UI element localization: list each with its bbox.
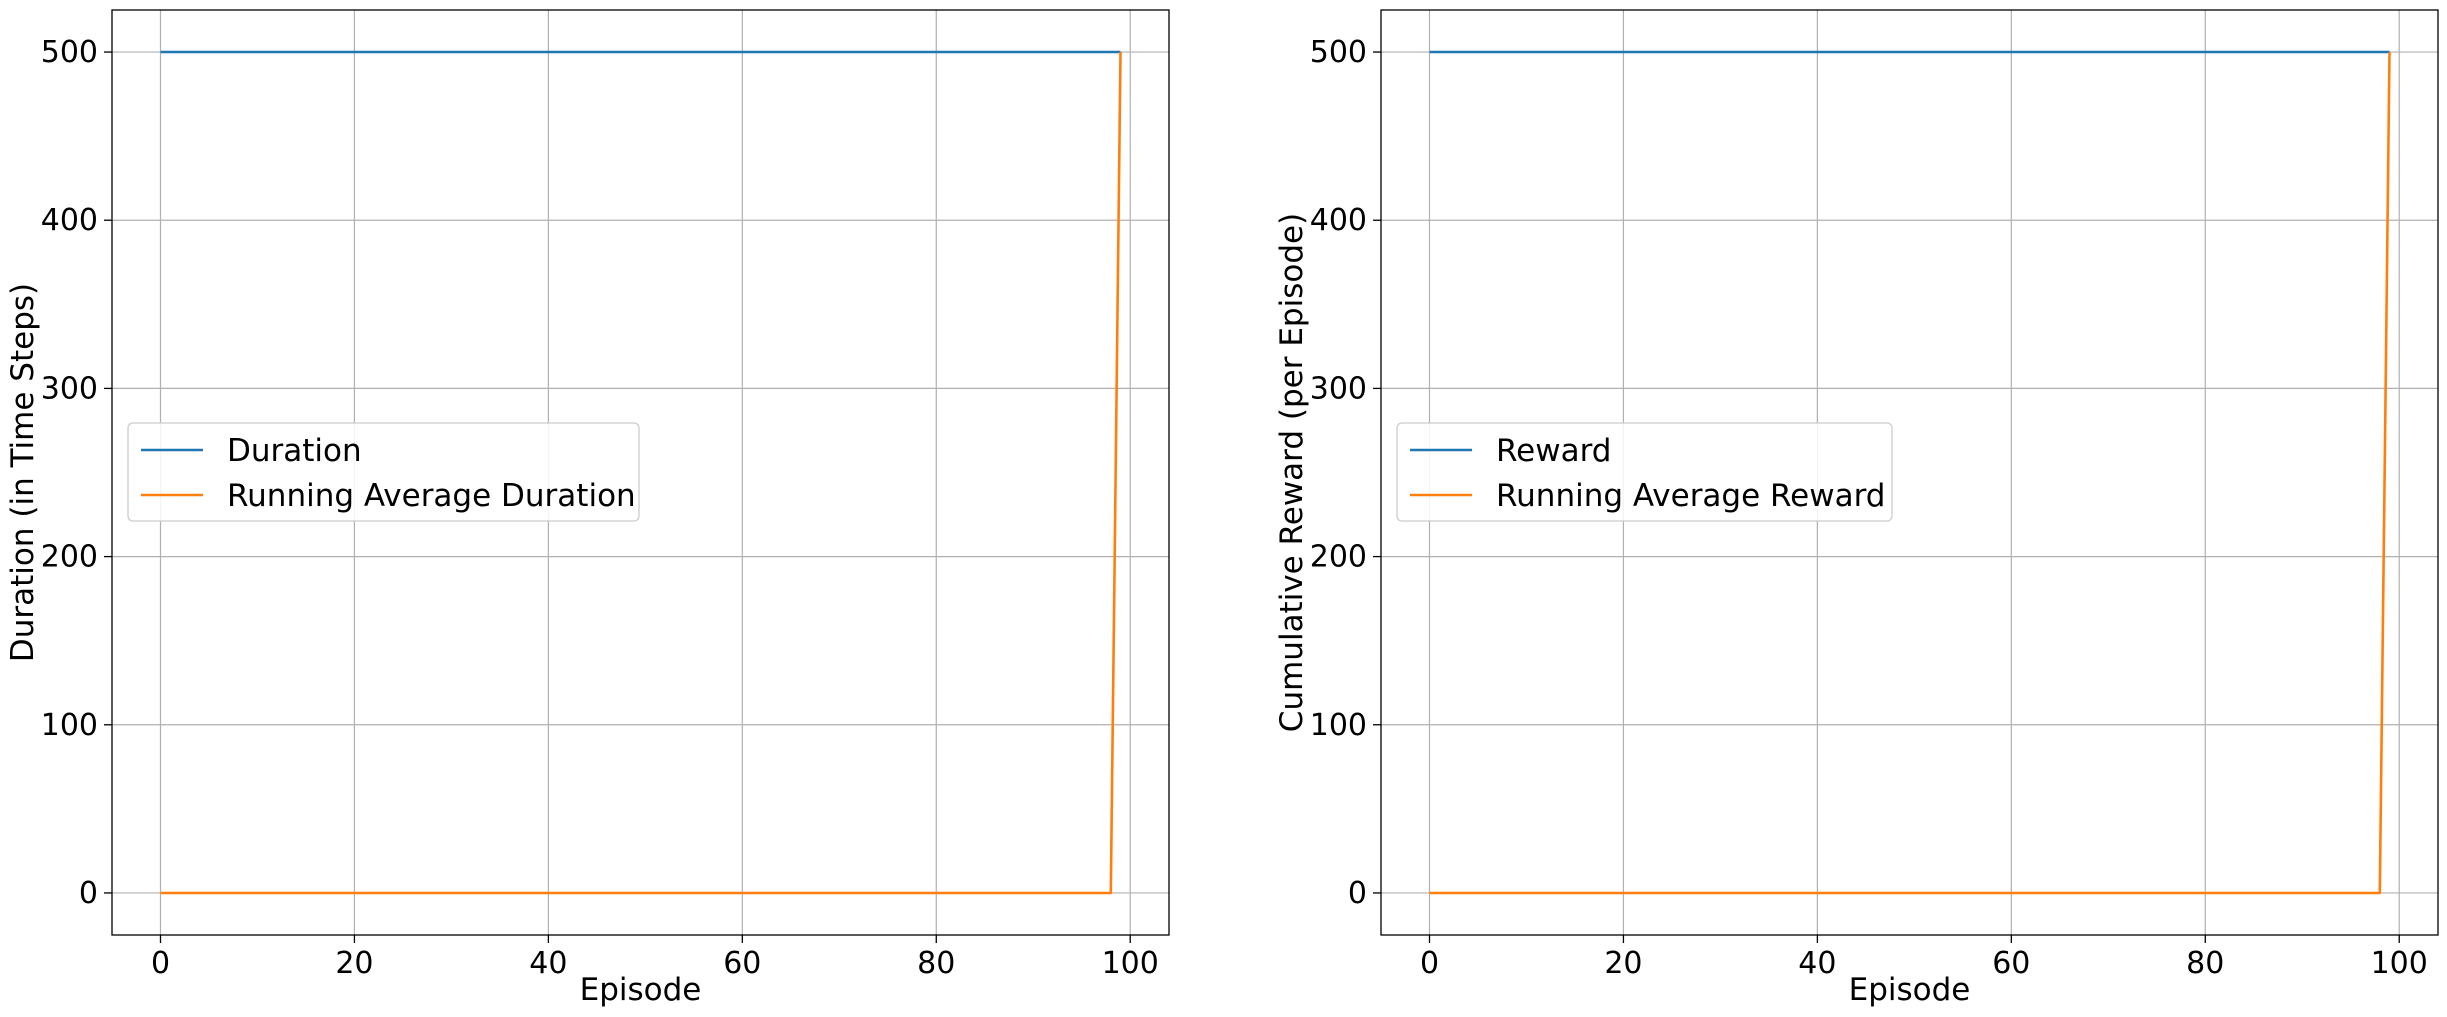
y-tick-label: 0 <box>79 876 98 911</box>
chart-panel-2: 0 20 40 60 80 100 0 100 200 300 400 500 Episode Cumul… <box>1274 9 2439 1008</box>
x-tick-label: 80 <box>2186 946 2224 981</box>
legend-box <box>127 422 640 522</box>
x-tick-label: 80 <box>917 946 955 981</box>
y-axis-title: Duration (in Time Steps) <box>5 283 41 662</box>
y-tick-label: 500 <box>41 35 98 70</box>
x-tick-label: 100 <box>1102 946 1159 981</box>
legend-label-2: Running Average Duration <box>227 478 636 514</box>
legend-box <box>1396 422 1893 522</box>
x-tick-label: 0 <box>1420 946 1439 981</box>
series-line-2 <box>160 51 1122 895</box>
x-tick-label: 40 <box>529 946 567 981</box>
plot-frame <box>1380 9 2439 936</box>
y-tick-label: 400 <box>1310 203 1367 238</box>
legend-label-1: Reward <box>1496 433 1611 469</box>
chart-panel-1: 0 20 40 60 80 100 0 100 200 300 400 500 Episode Durat… <box>5 9 1170 1008</box>
y-tick-label: 300 <box>41 371 98 406</box>
x-tick-label: 0 <box>151 946 170 981</box>
y-axis-title: Cumulative Reward (per Episode) <box>1274 213 1310 732</box>
y-tick-label: 300 <box>1310 371 1367 406</box>
y-tick-label: 100 <box>41 708 98 743</box>
x-tick-label: 40 <box>1798 946 1836 981</box>
legend-label-1: Duration <box>227 433 362 469</box>
y-tick-label: 0 <box>1348 876 1367 911</box>
x-tick-label: 100 <box>2371 946 2428 981</box>
y-tick-label: 500 <box>1310 35 1367 70</box>
legend: Reward Running Average Reward <box>1396 422 1893 522</box>
y-tick-label: 100 <box>1310 708 1367 743</box>
x-tick-label: 60 <box>723 946 761 981</box>
legend-label-2: Running Average Reward <box>1496 478 1885 514</box>
plot-frame <box>111 9 1170 936</box>
series-line-2 <box>1429 51 2391 895</box>
x-tick-label: 20 <box>1604 946 1642 981</box>
x-tick-label: 20 <box>335 946 373 981</box>
x-tick-label: 60 <box>1992 946 2030 981</box>
x-axis-title: Episode <box>1849 972 1971 1008</box>
y-tick-label: 400 <box>41 203 98 238</box>
y-tick-label: 200 <box>1310 540 1367 575</box>
y-tick-label: 200 <box>41 540 98 575</box>
legend: Duration Running Average Duration <box>127 422 640 522</box>
x-axis-title: Episode <box>580 972 702 1008</box>
